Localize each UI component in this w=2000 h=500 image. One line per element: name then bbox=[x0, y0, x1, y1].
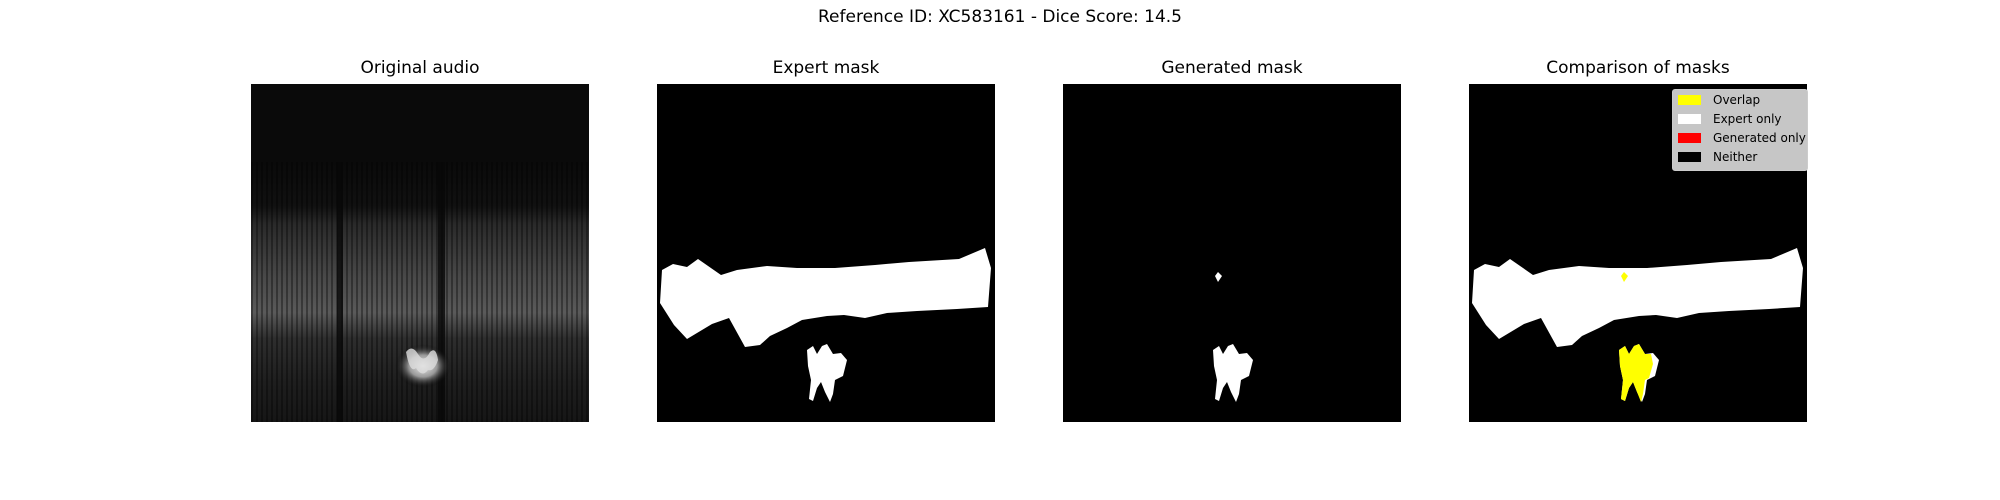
expert-mask-image bbox=[657, 84, 995, 422]
panel-title-expert-mask: Expert mask bbox=[772, 58, 880, 78]
panel-title-generated-mask: Generated mask bbox=[1161, 58, 1303, 78]
legend-label-neither: Neither bbox=[1713, 150, 1758, 164]
expert-mask-region-small bbox=[807, 344, 847, 402]
comparison-overlap-region bbox=[1619, 344, 1653, 402]
comparison-overlap-dot bbox=[1621, 272, 1628, 282]
legend-label-expert-only: Expert only bbox=[1713, 112, 1782, 126]
panel-title-comparison: Comparison of masks bbox=[1546, 58, 1730, 78]
generated-mask-dot bbox=[1215, 272, 1222, 282]
comparison-expert-only-region bbox=[1472, 248, 1803, 347]
legend-label-generated-only: Generated only bbox=[1713, 131, 1806, 145]
panel-title-original-audio: Original audio bbox=[360, 58, 480, 78]
legend-item-generated-only: Generated only bbox=[1678, 129, 1806, 147]
legend: Overlap Expert only Generated only Neith… bbox=[1672, 89, 1808, 171]
generated-mask-region bbox=[1213, 344, 1253, 402]
figure-title: Reference ID: XC583161 - Dice Score: 14.… bbox=[818, 7, 1182, 27]
legend-label-overlap: Overlap bbox=[1713, 93, 1761, 107]
legend-item-expert-only: Expert only bbox=[1678, 110, 1782, 128]
generated-mask-image bbox=[1063, 84, 1401, 422]
legend-item-neither: Neither bbox=[1678, 148, 1757, 166]
legend-swatch-expert-only bbox=[1678, 114, 1701, 124]
expert-mask-region-large bbox=[660, 248, 991, 347]
legend-swatch-generated-only bbox=[1678, 133, 1701, 143]
legend-swatch-neither bbox=[1678, 152, 1701, 162]
legend-item-overlap: Overlap bbox=[1678, 91, 1760, 109]
legend-swatch-overlap bbox=[1678, 95, 1701, 105]
spectrogram-image bbox=[251, 84, 589, 422]
